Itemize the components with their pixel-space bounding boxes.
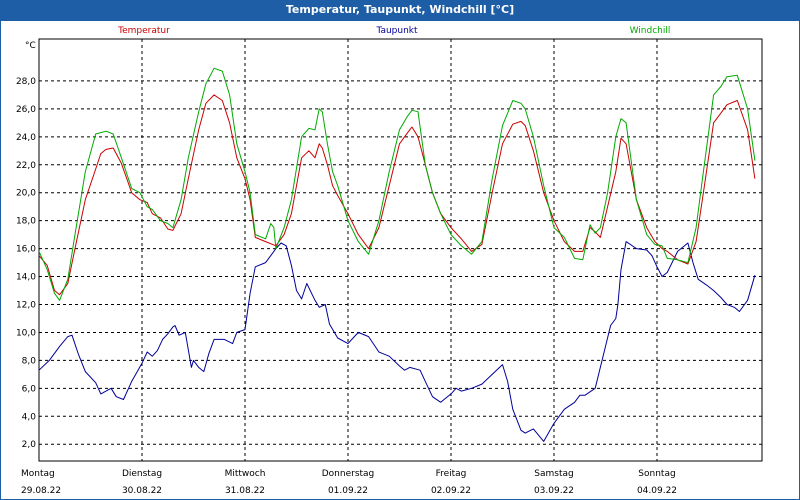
x-day-label: Sonntag (638, 469, 675, 479)
y-tick-label: 6,0 (22, 384, 37, 394)
y-tick-label: 2,0 (22, 440, 37, 450)
y-tick-label: 20,0 (16, 189, 36, 199)
x-date-label: 01.09.22 (328, 486, 368, 496)
series-line-taupunkt (38, 241, 756, 442)
grid-lines (39, 39, 762, 461)
legend-temperatur: Temperatur (117, 26, 170, 36)
y-tick-label: 16,0 (16, 245, 36, 255)
plot-area (38, 38, 763, 462)
x-axis-day-labels: Montag 29.08.22 Dienstag 30.08.22 Mittwoch 31… (21, 469, 677, 496)
chart-title: Temperatur, Taupunkt, Windchill [°C] (0, 0, 800, 20)
x-day-label: Freitag (436, 469, 467, 479)
series-line-windchill (38, 67, 756, 301)
y-tick-label: 4,0 (22, 412, 37, 422)
y-tick-label: 22,0 (16, 161, 36, 171)
series-lines (38, 67, 756, 442)
x-day-label: Dienstag (122, 469, 162, 479)
x-date-label: 30.08.22 (122, 486, 162, 496)
y-tick-label: 28,0 (16, 77, 36, 87)
legend-taupunkt: Taupunkt (375, 26, 418, 36)
x-day-label: Mittwoch (225, 469, 266, 479)
y-tick-label: 18,0 (16, 217, 36, 227)
x-day-label: Montag (21, 469, 55, 479)
y-axis-ticks: 2,0 4,0 6,0 8,0 10,0 12,0 14,0 16,0 18,0 20,0 22,0… (16, 77, 36, 450)
legend-windchill: Windchill (630, 26, 671, 36)
x-date-label: 31.08.22 (225, 486, 265, 496)
x-date-label: 04.09.22 (637, 486, 677, 496)
y-tick-label: 26,0 (16, 105, 36, 115)
y-tick-label: 24,0 (16, 133, 36, 143)
y-tick-label: 10,0 (16, 328, 36, 338)
x-day-label: Donnerstag (322, 469, 375, 479)
x-date-label: 02.09.22 (431, 486, 471, 496)
y-axis-unit-label: °C (25, 41, 36, 51)
y-tick-label: 14,0 (16, 273, 36, 283)
series-line-temperatur (38, 94, 756, 296)
x-date-label: 03.09.22 (534, 486, 574, 496)
x-date-label: 29.08.22 (21, 486, 61, 496)
y-tick-label: 12,0 (16, 300, 36, 310)
x-day-label: Samstag (534, 469, 573, 479)
y-tick-label: 8,0 (22, 356, 37, 366)
